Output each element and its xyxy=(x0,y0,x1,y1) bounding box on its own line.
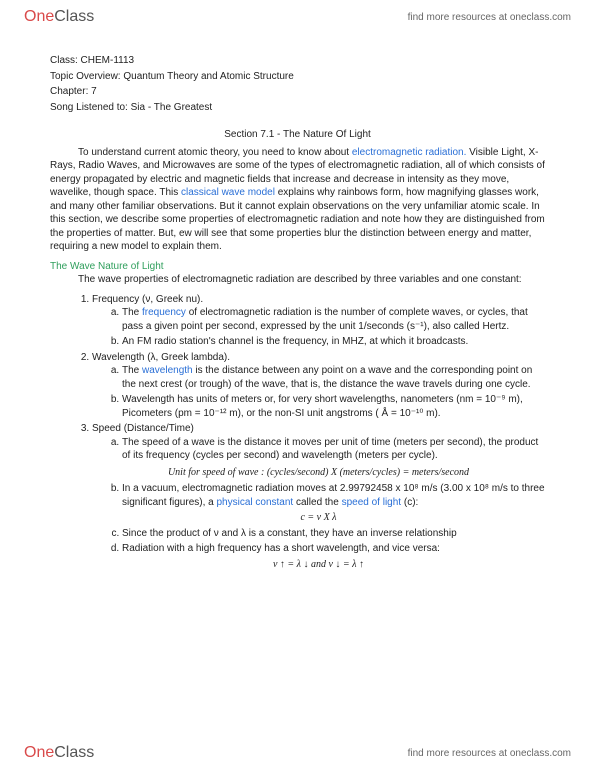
footer-tagline: find more resources at oneclass.com xyxy=(408,748,571,759)
intro-text-1: To understand current atomic theory, you… xyxy=(78,147,352,158)
header-bar: OneClass find more resources at oneclass… xyxy=(0,0,595,34)
document-body: Class: CHEM-1113 Topic Overview: Quantum… xyxy=(0,34,595,613)
link-wavelength[interactable]: wavelength xyxy=(142,365,193,376)
intro-paragraph: To understand current atomic theory, you… xyxy=(50,146,545,254)
li2-label: Wavelength (λ, Greek lambda). xyxy=(92,352,230,363)
list-item-speed: Speed (Distance/Time) The speed of a wav… xyxy=(92,422,545,571)
li1b: An FM radio station's channel is the fre… xyxy=(122,335,545,349)
link-frequency[interactable]: frequency xyxy=(142,307,186,318)
sublist-1: The frequency of electromagnetic radiati… xyxy=(92,306,545,349)
formula-inverse: ν ↑ = λ ↓ and ν ↓ = λ ↑ xyxy=(92,558,545,572)
footer-logo: OneClass xyxy=(24,744,94,762)
meta-chapter: Chapter: 7 xyxy=(50,85,545,99)
footer-bar: OneClass find more resources at oneclass… xyxy=(0,736,595,770)
sublist-2: The wavelength is the distance between a… xyxy=(92,364,545,420)
li1a: The frequency of electromagnetic radiati… xyxy=(122,306,545,333)
link-physical-constant[interactable]: physical constant xyxy=(217,497,294,508)
li3a: The speed of a wave is the distance it m… xyxy=(122,436,545,463)
footer-logo-one: One xyxy=(24,744,54,762)
li1-label: Frequency (ν, Greek nu). xyxy=(92,294,203,305)
footer-logo-class: Class xyxy=(54,744,94,762)
sublist-3b: In a vacuum, electromagnetic radiation m… xyxy=(92,482,545,509)
li2a-pre: The xyxy=(122,365,142,376)
meta-topic: Topic Overview: Quantum Theory and Atomi… xyxy=(50,70,545,84)
formula-speed-unit: Unit for speed of wave : (cycles/second)… xyxy=(92,466,545,480)
li1a-pre: The xyxy=(122,307,142,318)
li3b-post: (c): xyxy=(401,497,418,508)
li3b: In a vacuum, electromagnetic radiation m… xyxy=(122,482,545,509)
brand-logo: OneClass xyxy=(24,8,94,26)
link-em-radiation[interactable]: electromagnetic radiation. xyxy=(352,147,467,158)
li3d: Radiation with a high frequency has a sh… xyxy=(122,542,545,556)
header-tagline: find more resources at oneclass.com xyxy=(408,12,571,23)
link-speed-of-light[interactable]: speed of light xyxy=(342,497,402,508)
sublist-3c: Since the product of ν and λ is a consta… xyxy=(92,527,545,556)
formula-c-eq: c = ν X λ xyxy=(92,511,545,525)
li3c: Since the product of ν and λ is a consta… xyxy=(122,527,545,541)
li3-label: Speed (Distance/Time) xyxy=(92,423,194,434)
sublist-3: The speed of a wave is the distance it m… xyxy=(92,436,545,463)
main-ordered-list: Frequency (ν, Greek nu). The frequency o… xyxy=(50,293,545,572)
li2b: Wavelength has units of meters or, for v… xyxy=(122,393,545,420)
list-item-wavelength: Wavelength (λ, Greek lambda). The wavele… xyxy=(92,351,545,421)
li2a: The wavelength is the distance between a… xyxy=(122,364,545,391)
section-title: Section 7.1 - The Nature Of Light xyxy=(50,128,545,142)
link-classical-wave[interactable]: classical wave model xyxy=(181,187,275,198)
list-item-frequency: Frequency (ν, Greek nu). The frequency o… xyxy=(92,293,545,349)
logo-part-one: One xyxy=(24,8,54,26)
sub-intro: The wave properties of electromagnetic r… xyxy=(50,273,545,287)
logo-part-class: Class xyxy=(54,8,94,26)
subheading-wave-nature: The Wave Nature of Light xyxy=(50,260,545,274)
meta-class: Class: CHEM-1113 xyxy=(50,54,545,68)
meta-song: Song Listened to: Sia - The Greatest xyxy=(50,101,545,115)
li3b-mid: called the xyxy=(293,497,341,508)
